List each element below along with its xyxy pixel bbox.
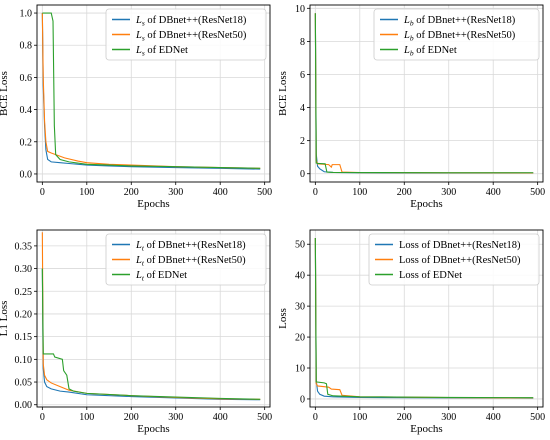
legend: Ls of DBnet++(ResNet18) Ls of DBnet++(Res…: [105, 8, 267, 61]
legend-box: [368, 233, 540, 286]
y-tick-label: 50: [295, 240, 305, 251]
x-axis-label: Epochs: [137, 423, 169, 435]
legend-box: [105, 8, 267, 61]
x-tick-label: 0: [40, 412, 45, 423]
y-axis-label: BCE Loss: [0, 71, 10, 116]
x-axis-label: Epochs: [410, 423, 442, 435]
x-tick-label: 200: [124, 187, 139, 198]
y-tick-label: 0.35: [15, 241, 33, 252]
legend: Lt of DBnet++(ResNet18) Lt of DBnet++(Res…: [105, 233, 267, 286]
y-tick-label: 6: [300, 70, 305, 81]
y-tick-label: 0.6: [20, 73, 33, 84]
series-line-ednet: [314, 13, 534, 174]
y-tick-label: 2: [300, 136, 305, 147]
chart-panel-3: 0 100 200 300 400 500 0.00 0.05 0.10 0.15 0.20 0.25…: [0, 229, 272, 435]
y-tick-label: 0.05: [15, 378, 33, 389]
legend: Loss of DBnet++(ResNet18) Loss of DBnet++…: [368, 233, 540, 286]
x-tick-label: 500: [530, 412, 545, 423]
chart-panel-4: 0 100 200 300 400 500 0 10 20 30 40 50 Epochs Loss Los…: [277, 229, 545, 435]
plot-frame: [36, 4, 271, 183]
y-tick-label: 40: [295, 271, 305, 282]
legend-entry-label: Ls of DBnet++(ResNet50): [135, 30, 247, 43]
legend: Lb of DBnet++(ResNet18) Lb of DBnet++(Res…: [373, 8, 540, 61]
x-axis-label: Epochs: [137, 198, 169, 210]
legend-entry-label: Lb of EDNet: [403, 45, 457, 58]
x-tick-label: 100: [352, 187, 367, 198]
legend-box: [105, 233, 267, 286]
x-tick-label: 500: [530, 187, 545, 198]
y-tick-label: 0.30: [15, 264, 33, 275]
legend-entry-label: Lt of DBnet++(ResNet50): [135, 255, 246, 268]
x-tick-label: 400: [213, 412, 228, 423]
legend-entry-label: Ls of EDNet: [135, 45, 188, 58]
x-tick-label: 200: [124, 412, 139, 423]
y-tick-label: 0: [300, 394, 305, 405]
y-tick-label: 0.25: [15, 287, 33, 298]
y-tick-label: 0.8: [20, 41, 33, 52]
y-tick-label: 0.00: [15, 400, 33, 411]
plot-frame: [309, 229, 544, 408]
legend-entry-label: Ls of DBnet++(ResNet18): [135, 15, 247, 28]
legend-entry-label: Loss of DBnet++(ResNet50): [399, 255, 521, 266]
x-tick-label: 0: [313, 187, 318, 198]
x-tick-label: 300: [441, 412, 456, 423]
x-tick-label: 100: [79, 187, 94, 198]
x-tick-label: 400: [486, 412, 501, 423]
legend-entry-label: Lt of DBnet++(ResNet18): [135, 240, 246, 253]
legend-entry-label: Lt of EDNet: [135, 270, 187, 283]
y-tick-label: 8: [300, 37, 305, 48]
legend-entry-label: Loss of DBnet++(ResNet18): [399, 240, 521, 251]
y-tick-label: 0.15: [15, 332, 33, 343]
x-tick-label: 400: [486, 187, 501, 198]
x-axis-label: Epochs: [410, 198, 442, 210]
x-tick-label: 100: [352, 412, 367, 423]
y-tick-label: 0.20: [15, 309, 33, 320]
chart-panel-2: 0 100 200 300 400 500 0 2 4 6 8 10 Epochs BCE Loss Lb …: [277, 4, 545, 210]
y-tick-label: 0.10: [15, 355, 33, 366]
y-tick-label: 0.4: [20, 105, 33, 116]
x-tick-label: 400: [213, 187, 228, 198]
plot-frame: [36, 229, 271, 408]
legend-box: [373, 8, 540, 61]
chart-panel-1: 0 100 200 300 400 500 0.0 0.2 0.4 0.6 0.8 1.0 Epochs…: [0, 4, 272, 210]
x-tick-label: 200: [397, 187, 412, 198]
y-tick-label: 30: [295, 302, 305, 313]
y-tick-label: 0: [300, 169, 305, 180]
y-tick-label: 10: [295, 4, 305, 15]
y-tick-label: 1.0: [20, 9, 33, 20]
x-tick-label: 300: [441, 187, 456, 198]
series-line-ednet: [314, 238, 534, 399]
series-line-ednet: [41, 268, 261, 400]
x-tick-label: 100: [79, 412, 94, 423]
legend-entry-label: Lb of DBnet++(ResNet18): [403, 15, 516, 28]
y-tick-label: 10: [295, 364, 305, 375]
x-tick-label: 200: [397, 412, 412, 423]
x-tick-label: 0: [40, 187, 45, 198]
series-line-ednet: [42, 12, 261, 169]
y-axis-label: BCE Loss: [277, 71, 289, 116]
series-line-resnet18: [41, 268, 261, 401]
y-tick-label: 20: [295, 333, 305, 344]
x-tick-label: 500: [257, 187, 272, 198]
x-tick-label: 300: [168, 187, 183, 198]
legend-entry-label: Lb of DBnet++(ResNet50): [403, 30, 516, 43]
x-tick-label: 0: [313, 412, 318, 423]
legend-entry-label: Loss of EDNet: [399, 270, 462, 281]
y-axis-label: Loss: [277, 308, 289, 329]
y-tick-label: 4: [300, 103, 305, 114]
y-tick-label: 0.2: [20, 137, 33, 148]
y-axis-label: L1 Loss: [0, 301, 10, 337]
plot-frame: [309, 4, 544, 183]
x-tick-label: 300: [168, 412, 183, 423]
y-tick-label: 0.0: [20, 169, 33, 180]
x-tick-label: 500: [257, 412, 272, 423]
